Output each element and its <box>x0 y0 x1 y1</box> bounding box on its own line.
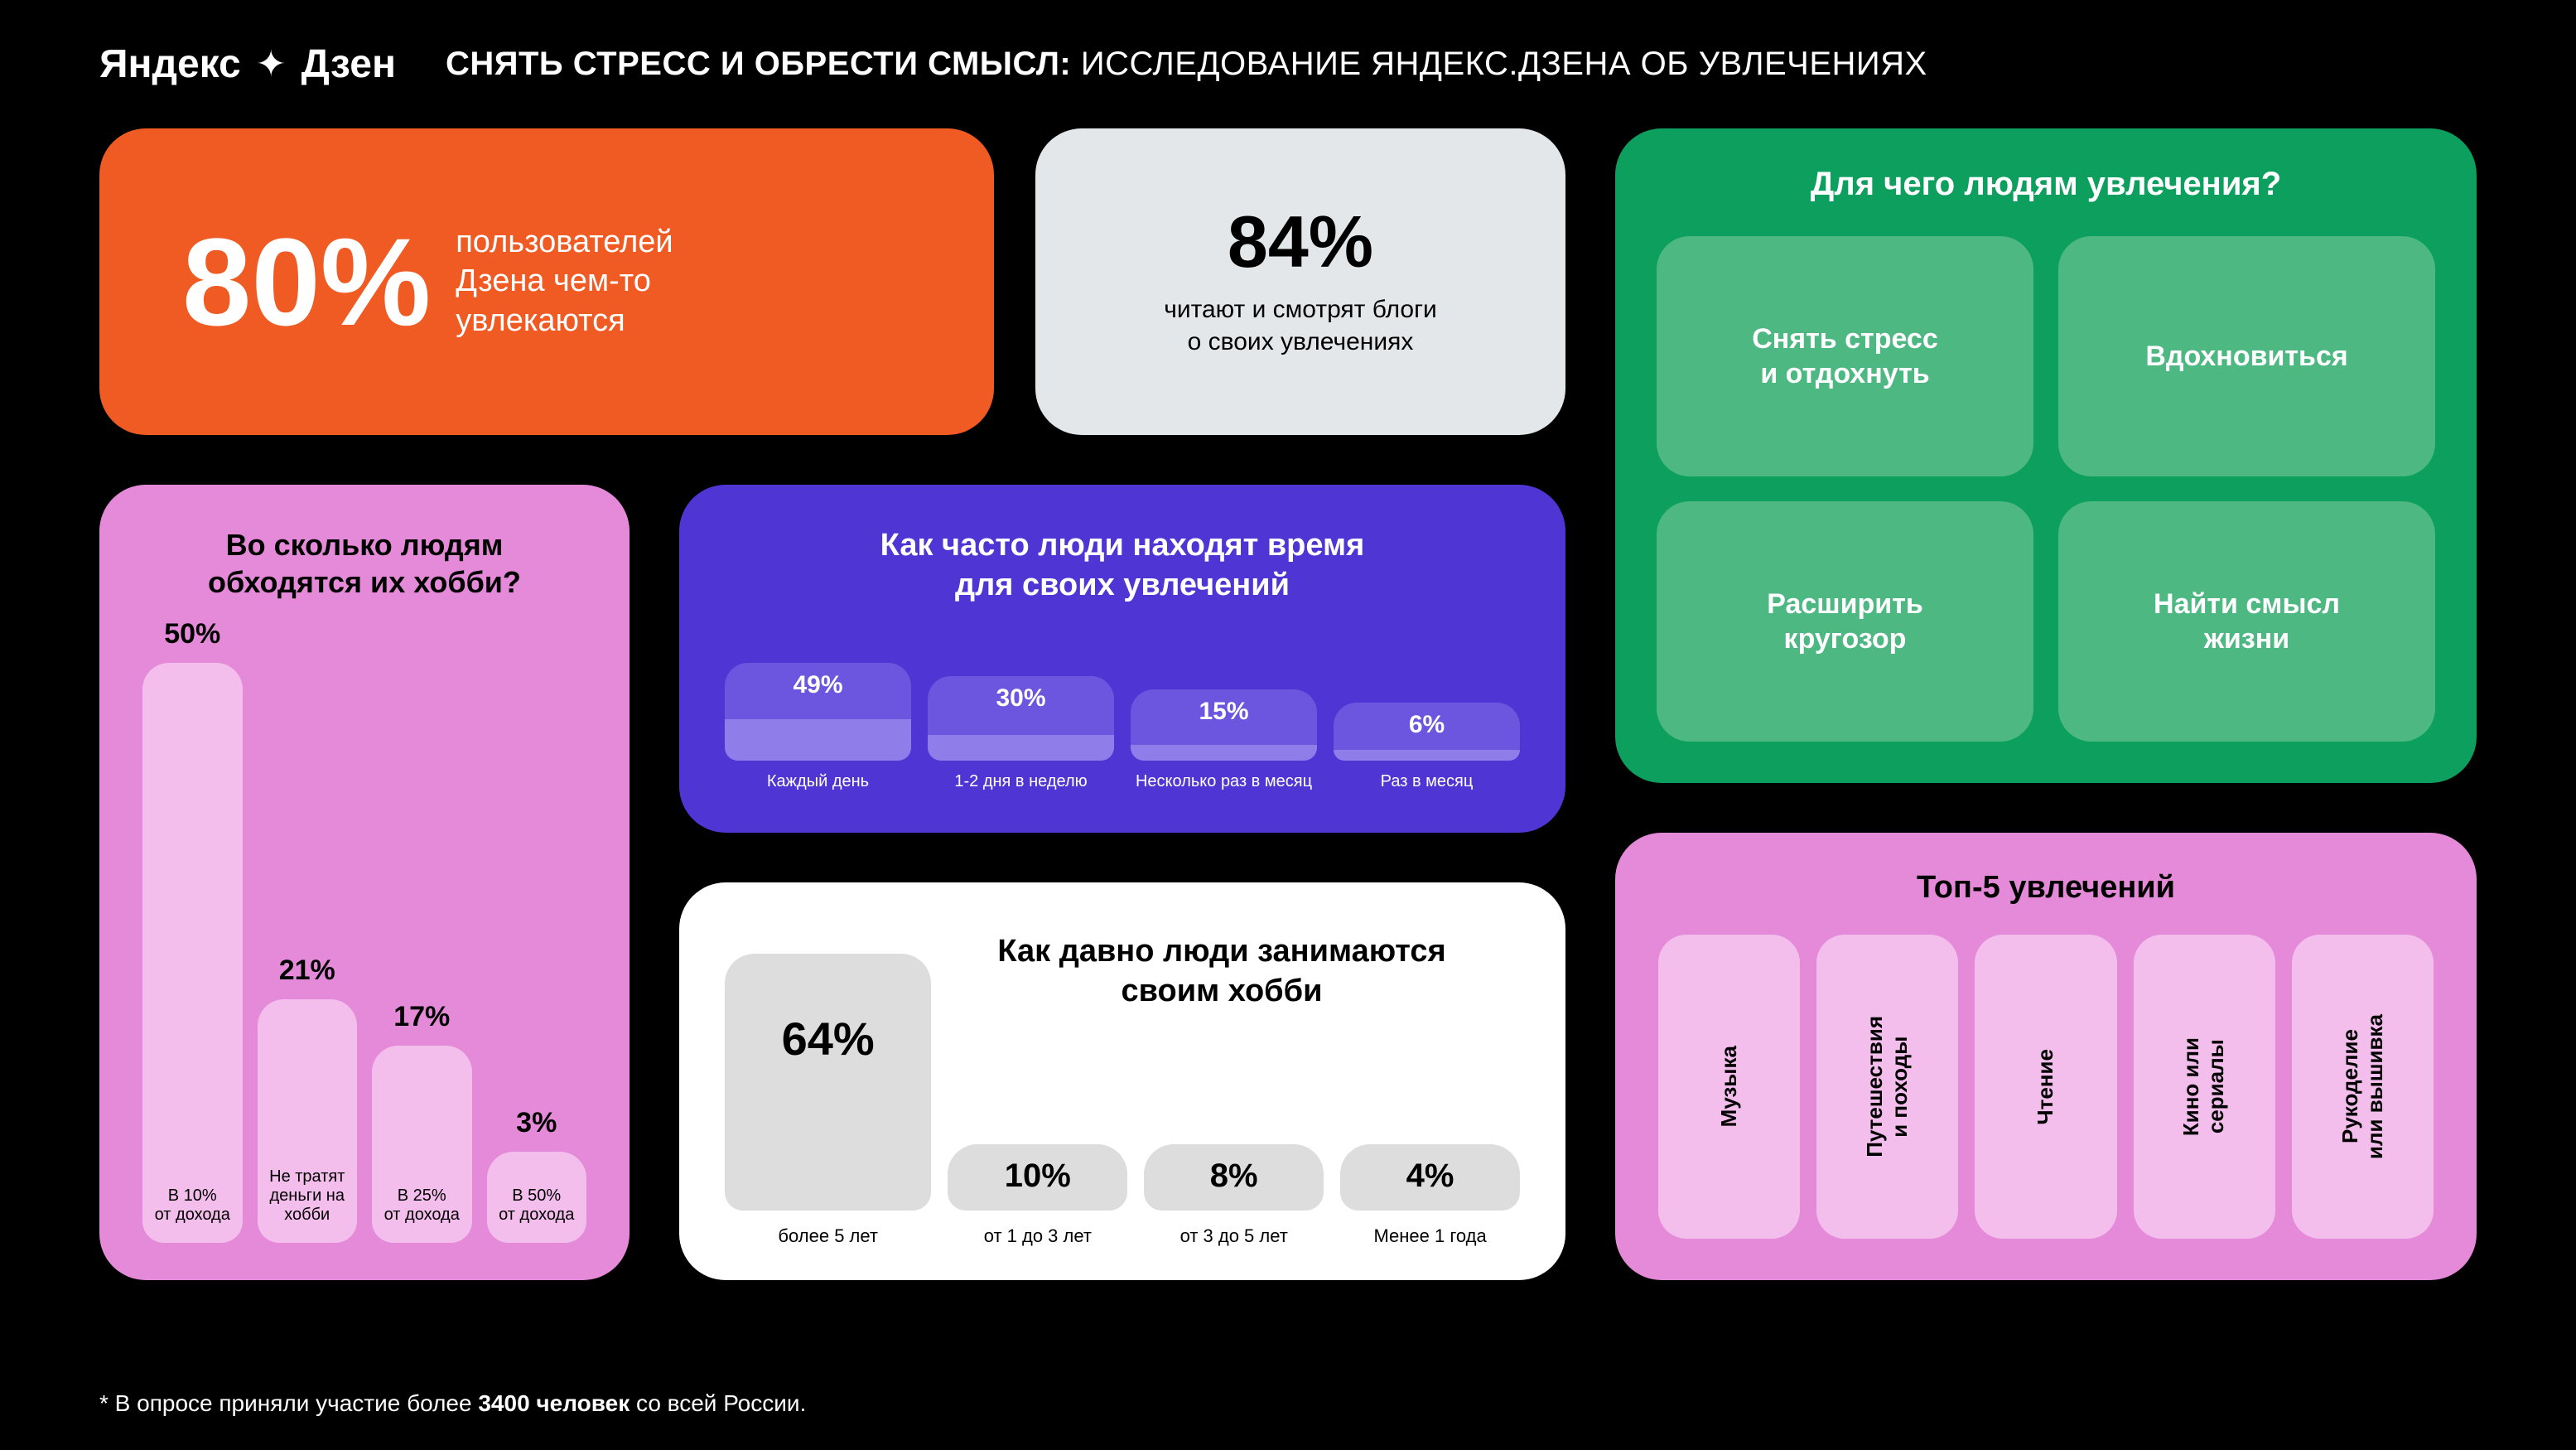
cost-bar: 21%Не тратятденьги нахобби <box>258 999 358 1243</box>
card-reasons: Для чего людям увлечения? Снять стресси … <box>1615 128 2477 783</box>
top5-item-label: Рукоделиеили вышивка <box>2338 1006 2388 1167</box>
top5-items: Музыка Путешествияи походы Чтение Кино илис… <box>1658 935 2434 1239</box>
logo-star-icon: ✦ <box>256 43 287 85</box>
duration-title: Как давно люди занимаютсясвоим хобби <box>928 932 1516 1011</box>
top5-item-label: Музыка <box>1717 1037 1742 1135</box>
reason-item: Найти смыслжизни <box>2058 501 2435 742</box>
frequency-bar-label: Раз в месяц <box>1381 772 1474 791</box>
footnote-prefix: * В опросе приняли участие более <box>99 1390 478 1416</box>
duration-bar: 4% <box>1340 1144 1520 1211</box>
duration-bar-label: от 1 до 3 лет <box>984 1225 1092 1247</box>
cost-bar-label: Не тратятденьги нахобби <box>263 1167 351 1225</box>
stat-84-value: 84% <box>1228 205 1373 278</box>
title-light: ИССЛЕДОВАНИЕ ЯНДЕКС.ДЗЕНА ОБ УВЛЕЧЕНИЯХ <box>1081 46 1927 82</box>
top5-item: Музыка <box>1658 935 1800 1239</box>
stat-80-value: 80% <box>182 220 431 344</box>
frequency-col: 49% Каждый день <box>725 661 911 791</box>
frequency-bar-wrap: 30% <box>928 661 1114 761</box>
card-frequency: Как часто люди находят времядля своих ув… <box>679 485 1565 833</box>
frequency-bar-wrap: 6% <box>1334 661 1520 761</box>
cost-bar-value: 17% <box>372 1001 472 1033</box>
frequency-bar-label: Каждый день <box>767 772 869 791</box>
cost-title: Во сколько людямобходятся их хобби? <box>141 526 588 601</box>
top5-item-label: Чтение <box>2033 1041 2058 1133</box>
frequency-bar-fill <box>1131 745 1317 761</box>
frequency-bar: 49% <box>725 663 911 761</box>
logo: Яндекс ✦ Дзен <box>99 41 396 87</box>
top5-item: Путешествияи походы <box>1816 935 1958 1239</box>
top5-item: Рукоделиеили вышивка <box>2292 935 2434 1239</box>
frequency-bar-value: 6% <box>1334 711 1520 739</box>
duration-bar-value: 64% <box>782 1012 875 1211</box>
frequency-bar-label: 1-2 дня в неделю <box>954 772 1087 791</box>
top5-item-label: Путешествияи походы <box>1863 1008 1913 1166</box>
duration-col: 8% от 3 до 5 лет <box>1144 1144 1324 1247</box>
duration-bar-value: 4% <box>1406 1158 1454 1211</box>
duration-col: 10% от 1 до 3 лет <box>948 1144 1127 1247</box>
cost-bar-label: В 10%от дохода <box>148 1187 237 1225</box>
frequency-bar-wrap: 49% <box>725 661 911 761</box>
frequency-bars: 49% Каждый день 30% 1-2 дня в неделю 15% Неск… <box>725 638 1520 791</box>
frequency-bar: 30% <box>928 676 1114 761</box>
duration-bar-label: от 3 до 5 лет <box>1180 1225 1288 1247</box>
frequency-bar: 15% <box>1131 689 1317 761</box>
cost-bar-label: В 50%от дохода <box>492 1187 581 1225</box>
stat-84-caption: читают и смотрят блогио своих увлечениях <box>1164 293 1437 358</box>
top5-item: Чтение <box>1975 935 2116 1239</box>
duration-col: 64% более 5 лет <box>725 954 931 1247</box>
frequency-bar: 6% <box>1334 703 1520 761</box>
reason-item: Расширитькругозор <box>1657 501 2033 742</box>
top5-item-label: Кино илисериалы <box>2179 1029 2229 1144</box>
cost-bar-value: 3% <box>487 1107 587 1139</box>
logo-right: Дзен <box>301 41 396 87</box>
top5-item: Кино илисериалы <box>2134 935 2275 1239</box>
card-stat-84: 84% читают и смотрят блогио своих увлече… <box>1035 128 1565 435</box>
cost-bar: 50%В 10%от дохода <box>142 663 243 1243</box>
reasons-grid: Снять стресси отдохнуть Вдохновиться Рас… <box>1657 236 2435 742</box>
duration-bar: 64% <box>725 954 931 1211</box>
frequency-bar-value: 49% <box>725 671 911 699</box>
frequency-bar-fill <box>1334 750 1520 761</box>
duration-bar-label: более 5 лет <box>778 1225 878 1247</box>
frequency-col: 30% 1-2 дня в неделю <box>928 661 1114 791</box>
cost-bars: 50%В 10%от дохода21%Не тратятденьги нахо… <box>141 609 588 1243</box>
duration-bar-label: Менее 1 года <box>1373 1225 1486 1247</box>
cost-bar: 17%В 25%от дохода <box>372 1046 472 1243</box>
stat-80-caption: пользователейДзена чем-тоувлекаются <box>456 223 673 341</box>
duration-bar-value: 10% <box>1005 1158 1071 1211</box>
duration-bar-value: 8% <box>1210 1158 1258 1211</box>
cost-bar-value: 21% <box>258 955 358 987</box>
cost-bar-value: 50% <box>142 618 243 650</box>
card-duration: Как давно люди занимаютсясвоим хобби 64%… <box>679 882 1565 1280</box>
duration-bar: 8% <box>1144 1144 1324 1211</box>
infographic-grid: 80% пользователейДзена чем-тоувлекаются … <box>99 128 2477 1313</box>
card-top5: Топ-5 увлечений Музыка Путешествияи поход… <box>1615 833 2477 1280</box>
header: Яндекс ✦ Дзен СНЯТЬ СТРЕСС И ОБРЕСТИ СМЫ… <box>99 41 2477 87</box>
card-cost: Во сколько людямобходятся их хобби? 50%В… <box>99 485 630 1280</box>
frequency-bar-value: 15% <box>1131 698 1317 726</box>
page-title: СНЯТЬ СТРЕСС И ОБРЕСТИ СМЫСЛ: ИССЛЕДОВАН… <box>446 46 1927 83</box>
cost-bar-label: В 25%от дохода <box>378 1187 466 1225</box>
reason-item: Вдохновиться <box>2058 236 2435 476</box>
logo-left: Яндекс <box>99 41 241 87</box>
reason-item: Снять стресси отдохнуть <box>1657 236 2033 476</box>
frequency-col: 6% Раз в месяц <box>1334 661 1520 791</box>
top5-title: Топ-5 увлечений <box>1658 870 2434 906</box>
frequency-bar-fill <box>725 719 911 761</box>
card-stat-80: 80% пользователейДзена чем-тоувлекаются <box>99 128 994 435</box>
title-bold: СНЯТЬ СТРЕСС И ОБРЕСТИ СМЫСЛ: <box>446 46 1071 82</box>
frequency-bar-label: Несколько раз в месяц <box>1136 772 1312 791</box>
footnote-bold: 3400 человек <box>478 1390 630 1416</box>
frequency-bar-fill <box>928 735 1114 761</box>
reasons-title: Для чего людям увлечения? <box>1657 166 2435 203</box>
frequency-title: Как часто люди находят времядля своих ув… <box>725 526 1520 605</box>
duration-bar: 10% <box>948 1144 1127 1211</box>
footnote: * В опросе приняли участие более 3400 че… <box>99 1390 806 1417</box>
frequency-col: 15% Несколько раз в месяц <box>1131 661 1317 791</box>
cost-bar: 3%В 50%от дохода <box>487 1152 587 1243</box>
footnote-suffix: со всей России. <box>630 1390 806 1416</box>
frequency-bar-wrap: 15% <box>1131 661 1317 761</box>
duration-col: 4% Менее 1 года <box>1340 1144 1520 1247</box>
frequency-bar-value: 30% <box>928 684 1114 713</box>
